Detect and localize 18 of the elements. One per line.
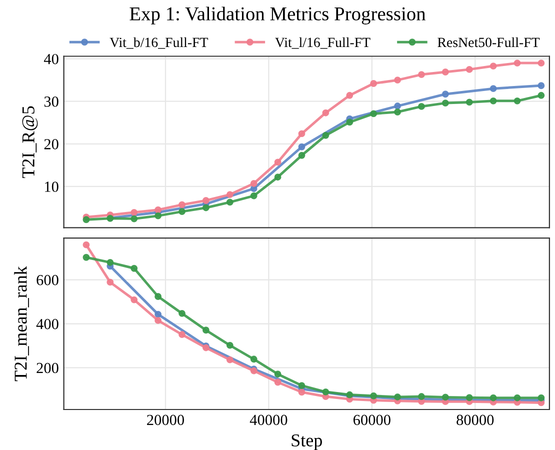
y-tick-label: 30: [44, 96, 58, 107]
legend-label: ResNet50-Full-FT: [438, 37, 540, 48]
y-tick-label: 40: [44, 54, 58, 64]
x-tick-label: 60000: [353, 414, 390, 426]
x-axis-title: Step: [292, 434, 322, 450]
y-axis-title: T2I_R@5: [22, 106, 38, 178]
y-tick-label: 400: [36, 318, 58, 330]
legend-label: Vit_l/16_Full-FT: [275, 37, 370, 49]
x-tick-label: 40000: [250, 414, 288, 426]
y-tick-label: 200: [36, 362, 58, 374]
y-axis-title: T2I_mean_rank: [14, 266, 29, 382]
chart-title: Exp 1: Validation Metrics Progression: [130, 6, 426, 24]
y-tick-label: 600: [36, 274, 58, 286]
y-tick-label: 20: [44, 139, 58, 150]
y-tick-label: 10: [45, 182, 58, 192]
x-tick-label: 20000: [147, 414, 184, 426]
legend-label: Vit_b/16_Full-FT: [110, 37, 208, 49]
x-tick-label: 80000: [456, 414, 494, 426]
